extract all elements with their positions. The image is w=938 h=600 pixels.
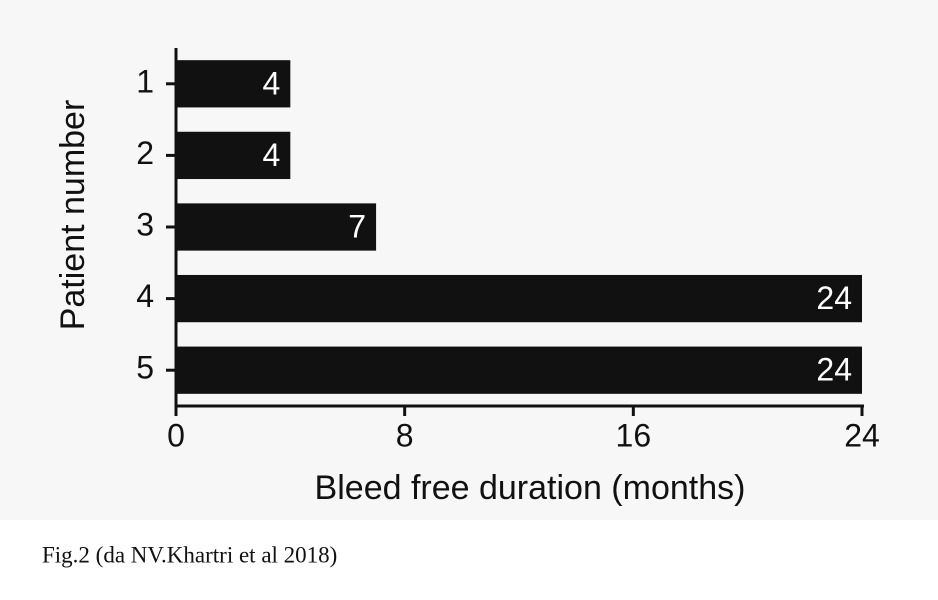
x-axis-label: Bleed free duration (months) (315, 469, 746, 507)
x-tick-label: 16 (616, 417, 652, 453)
y-axis-label: Patient number (54, 100, 92, 331)
bar (176, 346, 862, 394)
bar (176, 203, 377, 251)
data-label: 24 (816, 280, 852, 316)
y-tick-label: 5 (136, 350, 154, 386)
bar (176, 274, 862, 323)
y-tick-label: 4 (136, 278, 154, 314)
data-label: 7 (348, 208, 366, 244)
bar (176, 131, 291, 180)
data-label: 24 (816, 352, 852, 388)
caption: Fig.2 (da NV.Khartri et al 2018) (42, 542, 337, 567)
figure-background (0, 0, 938, 520)
y-tick-label: 2 (136, 135, 154, 171)
data-label: 4 (263, 137, 281, 173)
data-label: 4 (263, 65, 281, 101)
x-tick-label: 8 (396, 417, 414, 453)
x-tick-label: 24 (844, 417, 880, 453)
bar (176, 60, 291, 108)
x-tick-label: 0 (167, 417, 185, 453)
y-tick-label: 3 (136, 206, 154, 242)
y-tick-label: 1 (136, 63, 154, 99)
